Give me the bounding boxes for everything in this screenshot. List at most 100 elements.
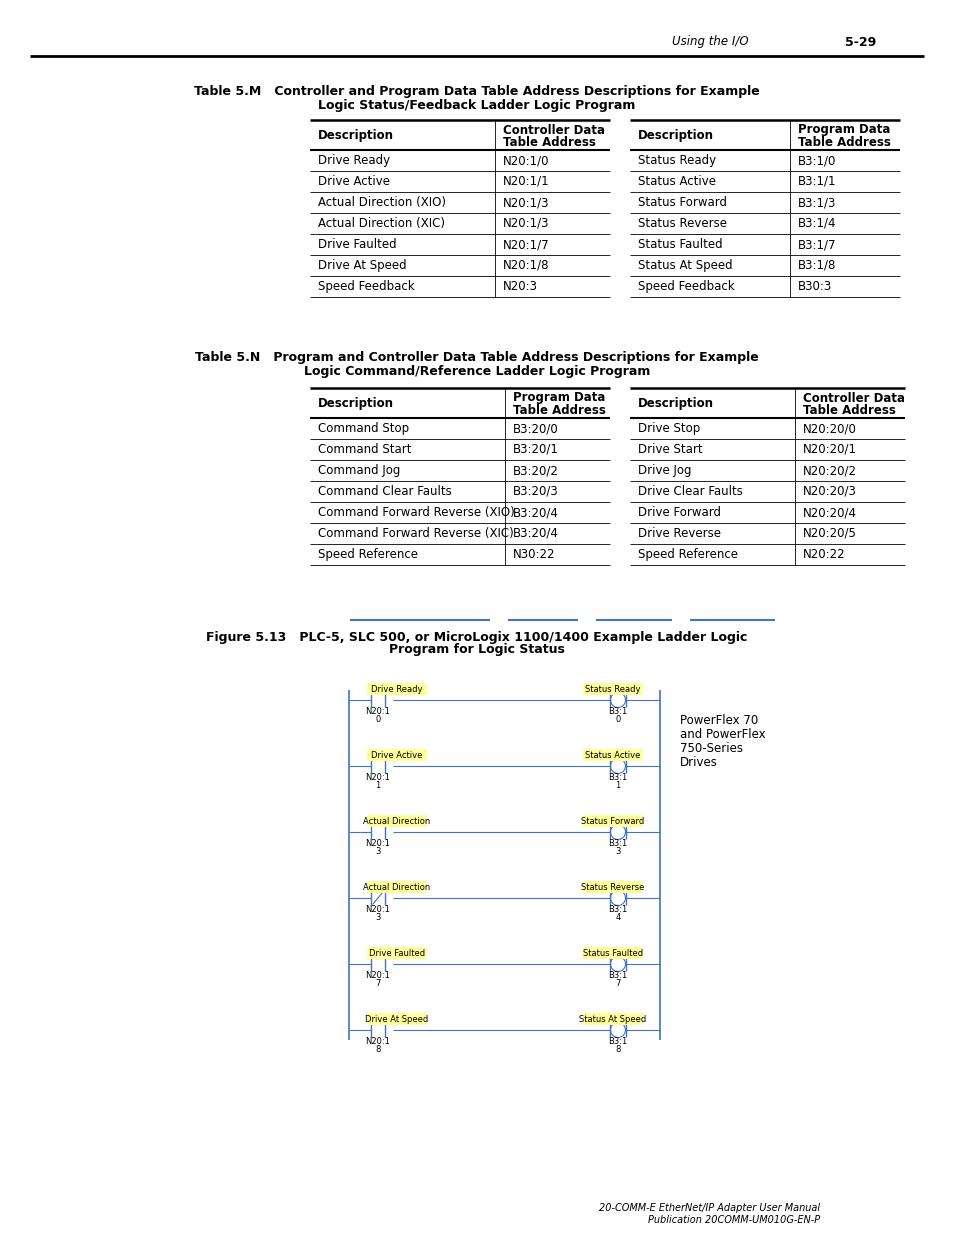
Text: N20:20/3: N20:20/3 [802,485,856,498]
Text: B3:1: B3:1 [608,1036,627,1046]
Text: Status Ready: Status Ready [584,684,640,694]
Text: 0: 0 [615,715,620,725]
Text: Command Jog: Command Jog [317,464,400,477]
Text: B3:1: B3:1 [608,773,627,782]
Text: B3:1/8: B3:1/8 [797,259,836,272]
Text: 3: 3 [375,914,380,923]
Text: N20:22: N20:22 [802,548,844,561]
Text: B30:3: B30:3 [797,280,831,293]
Bar [582,1013,642,1025]
Text: Drive Faulted: Drive Faulted [317,238,396,251]
Text: B3:1/3: B3:1/3 [797,196,836,209]
Text: Description: Description [317,128,394,142]
Text: N20:20/1: N20:20/1 [802,443,856,456]
Text: Table Address: Table Address [513,404,605,416]
Text: Status Reverse: Status Reverse [580,883,644,892]
Text: Figure 5.13   PLC-5, SLC 500, or MicroLogix 1100/1400 Example Ladder Logic: Figure 5.13 PLC-5, SLC 500, or MicroLogi… [206,631,747,643]
Text: 4: 4 [615,914,620,923]
Text: 8: 8 [615,1046,620,1055]
Text: N20:1/3: N20:1/3 [502,217,549,230]
Text: 1: 1 [375,782,380,790]
Text: 750-Series: 750-Series [679,741,742,755]
Bar [367,881,427,893]
Text: Drive Active: Drive Active [317,175,390,188]
Text: Publication 20COMM-UM010G-EN-P: Publication 20COMM-UM010G-EN-P [647,1215,820,1225]
Text: Status Active: Status Active [585,751,640,760]
Text: Speed Reference: Speed Reference [638,548,738,561]
Text: B3:20/1: B3:20/1 [513,443,558,456]
Text: Description: Description [638,128,713,142]
Text: B3:1: B3:1 [608,706,627,715]
Bar [367,947,427,960]
Text: Description: Description [317,396,394,410]
Text: Status Active: Status Active [638,175,716,188]
Text: Status At Speed: Status At Speed [578,1014,646,1024]
Text: Table 5.N   Program and Controller Data Table Address Descriptions for Example: Table 5.N Program and Controller Data Ta… [195,352,758,364]
Text: Speed Reference: Speed Reference [317,548,417,561]
Text: B3:1/4: B3:1/4 [797,217,836,230]
Text: B3:20/3: B3:20/3 [513,485,558,498]
Text: 8: 8 [375,1046,380,1055]
Text: B3:1: B3:1 [608,839,627,847]
Text: Table Address: Table Address [797,136,890,148]
Text: Table Address: Table Address [802,404,895,416]
Text: Status Reverse: Status Reverse [638,217,726,230]
Text: Command Forward Reverse (XIO): Command Forward Reverse (XIO) [317,506,515,519]
Text: N20:1: N20:1 [365,1036,390,1046]
Text: Using the I/O: Using the I/O [671,36,748,48]
Text: Drive Active: Drive Active [371,751,422,760]
Text: Status Faulted: Status Faulted [638,238,721,251]
Text: B3:20/0: B3:20/0 [513,422,558,435]
Text: 3: 3 [375,847,380,857]
Bar [582,748,642,761]
Text: Command Clear Faults: Command Clear Faults [317,485,452,498]
Text: Drive At Speed: Drive At Speed [317,259,406,272]
Text: N20:1/3: N20:1/3 [502,196,549,209]
Text: N20:20/2: N20:20/2 [802,464,856,477]
Text: N20:1: N20:1 [365,773,390,782]
Text: Drive Start: Drive Start [638,443,702,456]
Text: B3:1/7: B3:1/7 [797,238,836,251]
Text: N30:22: N30:22 [513,548,555,561]
Text: Drives: Drives [679,756,717,768]
Text: Program Data: Program Data [513,391,605,405]
Bar [367,683,427,695]
Text: N20:1/0: N20:1/0 [502,154,549,167]
Text: Table 5.M   Controller and Program Data Table Address Descriptions for Example: Table 5.M Controller and Program Data Ta… [193,85,760,99]
Text: Drive Stop: Drive Stop [638,422,700,435]
Text: N20:1: N20:1 [365,904,390,914]
Text: Drive Reverse: Drive Reverse [638,527,720,540]
Bar [582,881,642,893]
Text: Controller Data: Controller Data [802,391,904,405]
Text: Table Address: Table Address [502,136,596,148]
Text: Logic Status/Feedback Ladder Logic Program: Logic Status/Feedback Ladder Logic Progr… [318,99,635,111]
Text: Command Stop: Command Stop [317,422,409,435]
Bar [582,815,642,827]
Text: N20:3: N20:3 [502,280,537,293]
Text: N20:20/5: N20:20/5 [802,527,856,540]
Text: Logic Command/Reference Ladder Logic Program: Logic Command/Reference Ladder Logic Pro… [303,364,650,378]
Text: Actual Direction (XIO): Actual Direction (XIO) [317,196,446,209]
Text: 20-COMM-E EtherNet/IP Adapter User Manual: 20-COMM-E EtherNet/IP Adapter User Manua… [598,1203,820,1213]
Text: Command Start: Command Start [317,443,411,456]
Text: PowerFlex 70: PowerFlex 70 [679,714,758,726]
Text: N20:1/8: N20:1/8 [502,259,549,272]
Text: Speed Feedback: Speed Feedback [638,280,734,293]
Bar [367,815,427,827]
Text: B3:20/4: B3:20/4 [513,506,558,519]
Text: Actual Direction (XIC): Actual Direction (XIC) [317,217,444,230]
Text: 7: 7 [615,979,620,988]
Text: Status Forward: Status Forward [638,196,726,209]
Bar [367,748,427,761]
Text: 5-29: 5-29 [844,36,876,48]
Text: Drive Faulted: Drive Faulted [369,948,425,957]
Text: N20:1: N20:1 [365,839,390,847]
Text: B3:20/2: B3:20/2 [513,464,558,477]
Text: 7: 7 [375,979,380,988]
Text: Controller Data: Controller Data [502,124,604,137]
Text: N20:1/1: N20:1/1 [502,175,549,188]
Text: 1: 1 [615,782,620,790]
Text: Actual Direction: Actual Direction [363,883,430,892]
Text: N20:20/4: N20:20/4 [802,506,856,519]
Text: Drive Jog: Drive Jog [638,464,691,477]
